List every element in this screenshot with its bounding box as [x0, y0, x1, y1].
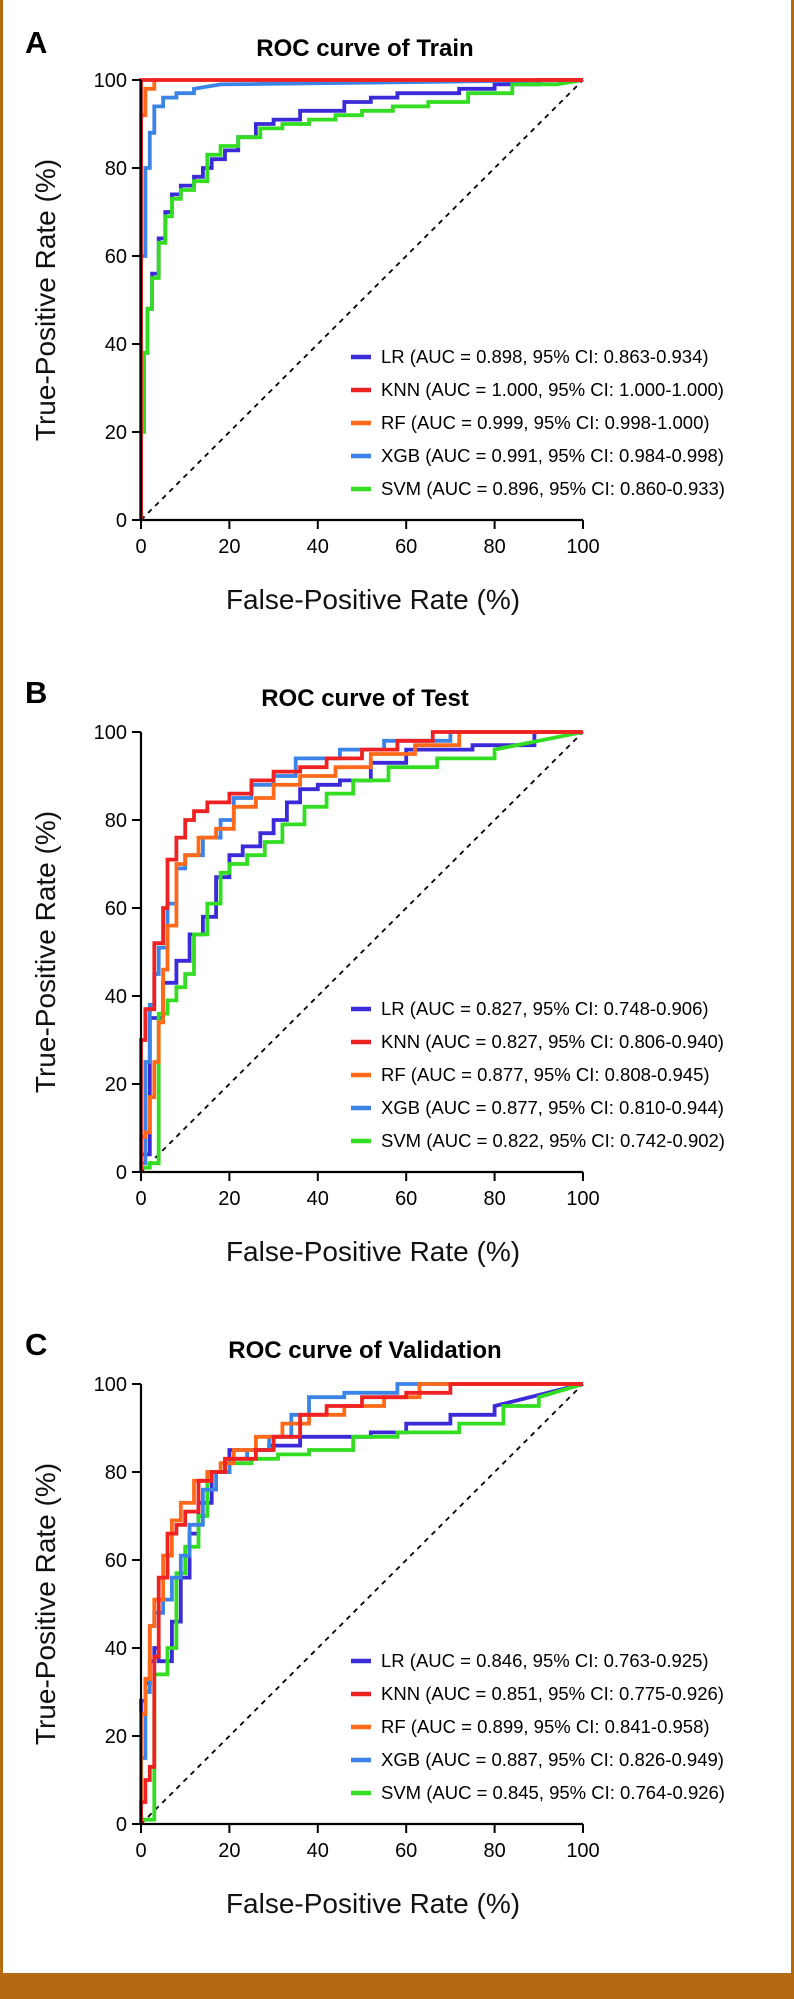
chart-title: ROC curve of Test — [261, 685, 469, 712]
legend-label-lr: LR (AUC = 0.898, 95% CI: 0.863-0.934) — [381, 346, 709, 367]
y-tick-label: 40 — [105, 1638, 127, 1660]
x-tick-label: 100 — [566, 536, 599, 558]
legend-label-xgb: XGB (AUC = 0.887, 95% CI: 0.826-0.949) — [381, 1749, 724, 1770]
diagonal-reference-line — [140, 79, 584, 521]
y-tick-label: 0 — [116, 1814, 127, 1836]
x-axis-title: False-Positive Rate (%) — [226, 1888, 520, 1919]
roc-curve-svm — [139, 78, 584, 520]
legend-label-svm: SVM (AUC = 0.822, 95% CI: 0.742-0.902) — [381, 1130, 725, 1151]
x-tick-label: 80 — [483, 1840, 505, 1862]
roc-curve-lr — [139, 78, 583, 520]
y-tick-label: 80 — [105, 1462, 127, 1484]
y-tick-label: 20 — [105, 1726, 127, 1748]
panel-letter: A — [25, 25, 47, 60]
legend-label-knn: KNN (AUC = 1.000, 95% CI: 1.000-1.000) — [381, 379, 724, 400]
legend-label-rf: RF (AUC = 0.899, 95% CI: 0.841-0.958) — [381, 1716, 710, 1737]
x-tick-label: 60 — [395, 1840, 417, 1862]
chart-title: ROC curve of Train — [256, 35, 473, 62]
x-tick-label: 20 — [218, 1188, 240, 1210]
x-tick-label: 80 — [483, 536, 505, 558]
y-tick-label: 0 — [116, 1162, 127, 1184]
x-tick-label: 0 — [135, 536, 146, 558]
x-tick-label: 40 — [307, 1840, 329, 1862]
legend-label-knn: KNN (AUC = 0.827, 95% CI: 0.806-0.940) — [381, 1031, 724, 1052]
y-tick-label: 40 — [105, 334, 127, 356]
legend-label-rf: RF (AUC = 0.999, 95% CI: 0.998-1.000) — [381, 412, 710, 433]
chart-panel-b: B ROC curve of Test 0 20 40 60 80 100 0 20 40 60 80 1… — [25, 675, 725, 1267]
x-tick-label: 60 — [395, 1188, 417, 1210]
roc-curve-svm — [139, 1382, 584, 1824]
y-tick-label: 60 — [105, 1550, 127, 1572]
panel-letter: B — [25, 675, 47, 710]
legend-label-svm: SVM (AUC = 0.845, 95% CI: 0.764-0.926) — [381, 1782, 725, 1803]
x-tick-label: 20 — [218, 536, 240, 558]
y-tick-label: 20 — [105, 422, 127, 444]
roc-curve-rf — [139, 1382, 583, 1824]
y-tick-label: 60 — [105, 246, 127, 268]
chart-panel-a: A ROC curve of Train 0 20 40 60 80 100 0 20 40 60 80… — [25, 25, 725, 615]
panel-letter: C — [25, 1327, 47, 1362]
legend-label-lr: LR (AUC = 0.827, 95% CI: 0.748-0.906) — [381, 998, 709, 1019]
y-axis-title: True-Positive Rate (%) — [30, 1463, 61, 1745]
y-tick-label: 20 — [105, 1074, 127, 1096]
x-tick-label: 20 — [218, 1840, 240, 1862]
roc-curve-svm — [139, 730, 584, 1172]
y-tick-label: 0 — [116, 510, 127, 532]
roc-curve-rf — [139, 730, 583, 1172]
legend-label-svm: SVM (AUC = 0.896, 95% CI: 0.860-0.933) — [381, 478, 725, 499]
legend-label-rf: RF (AUC = 0.877, 95% CI: 0.808-0.945) — [381, 1064, 710, 1085]
y-tick-label: 40 — [105, 986, 127, 1008]
x-tick-label: 40 — [307, 536, 329, 558]
legend-label-knn: KNN (AUC = 0.851, 95% CI: 0.775-0.926) — [381, 1683, 724, 1704]
x-axis-title: False-Positive Rate (%) — [226, 584, 520, 615]
x-tick-label: 100 — [566, 1840, 599, 1862]
y-tick-label: 100 — [94, 1374, 127, 1396]
diagonal-reference-line — [140, 1383, 584, 1825]
x-tick-label: 0 — [135, 1188, 146, 1210]
x-tick-label: 60 — [395, 536, 417, 558]
y-tick-label: 80 — [105, 158, 127, 180]
y-axis-title: True-Positive Rate (%) — [30, 811, 61, 1093]
x-tick-label: 40 — [307, 1188, 329, 1210]
x-axis-title: False-Positive Rate (%) — [226, 1236, 520, 1267]
figure-page: A ROC curve of Train 0 20 40 60 80 100 0 20 40 60 80… — [3, 0, 791, 1973]
roc-curve-xgb — [139, 78, 584, 520]
diagonal-reference-line — [140, 731, 584, 1173]
x-tick-label: 0 — [135, 1840, 146, 1862]
chart-title: ROC curve of Validation — [228, 1337, 501, 1364]
roc-figure: A ROC curve of Train 0 20 40 60 80 100 0 20 40 60 80… — [25, 25, 725, 1919]
legend-label-xgb: XGB (AUC = 0.991, 95% CI: 0.984-0.998) — [381, 445, 724, 466]
y-tick-label: 100 — [94, 70, 127, 92]
roc-curve-lr — [139, 730, 583, 1172]
y-tick-label: 80 — [105, 810, 127, 832]
y-tick-label: 60 — [105, 898, 127, 920]
roc-curve-knn — [139, 1382, 583, 1824]
chart-panel-c: C ROC curve of Validation 0 20 40 60 80 100 0 20 4… — [25, 1327, 725, 1919]
x-tick-label: 80 — [483, 1188, 505, 1210]
x-tick-label: 100 — [566, 1188, 599, 1210]
y-tick-label: 100 — [94, 722, 127, 744]
legend-label-lr: LR (AUC = 0.846, 95% CI: 0.763-0.925) — [381, 1650, 709, 1671]
y-axis-title: True-Positive Rate (%) — [30, 159, 61, 441]
legend-label-xgb: XGB (AUC = 0.877, 95% CI: 0.810-0.944) — [381, 1097, 724, 1118]
roc-curve-knn — [139, 730, 583, 1172]
